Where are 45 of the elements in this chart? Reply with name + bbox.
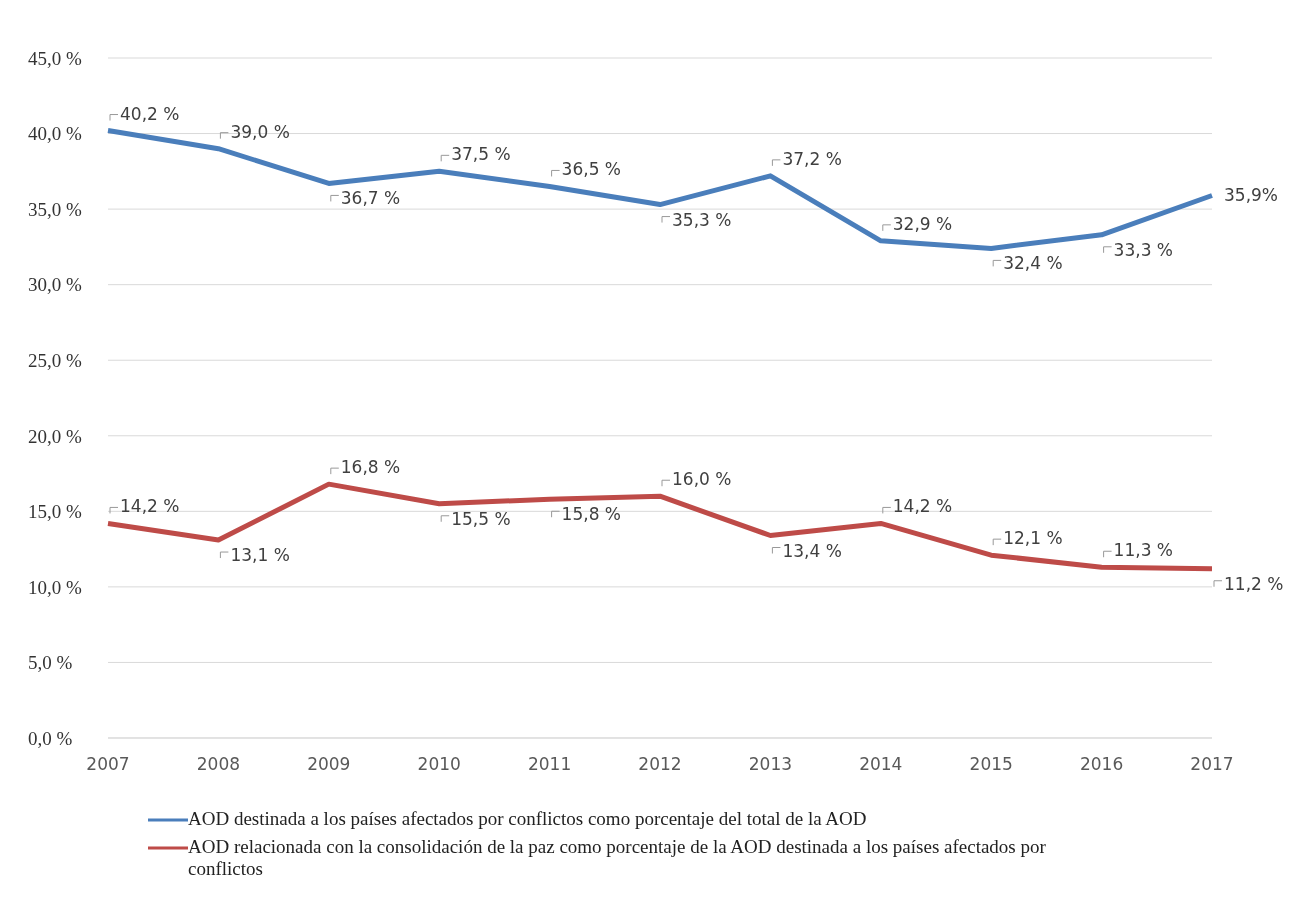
y-tick-label: 40,0 % [28,123,82,145]
y-tick-label: 30,0 % [28,274,82,296]
legend-label: AOD destinada a los países afectados por conflictos como porcentaje del total de la AOD [188,808,867,830]
data-label: 12,1 % [1003,528,1063,549]
x-tick-label: 2015 [969,754,1013,775]
data-label: 15,8 % [561,504,622,525]
data-label: 32,9 % [892,213,953,234]
data-label: 32,4 % [1003,253,1063,274]
x-tick-label: 2011 [527,754,572,775]
y-tick-label: 0,0 % [28,727,73,749]
data-label: 35,3 % [672,209,732,230]
data-label: 37,5 % [451,144,511,165]
data-label: 11,3 % [1113,540,1174,561]
data-label: 40,2 % [120,103,180,124]
data-label: 37,2 % [782,148,842,169]
data-label: 11,2 % [1224,573,1284,594]
x-tick-label: 2007 [86,754,130,775]
x-tick-label: 2016 [1079,754,1124,775]
data-label: 36,5 % [561,159,622,180]
x-tick-label: 2014 [859,754,903,775]
y-tick-label: 35,0 % [28,198,82,220]
x-tick-label: 2017 [1190,754,1234,775]
data-label: 39,0 % [230,121,290,142]
y-tick-label: 15,0 % [28,501,82,523]
data-label: 16,0 % [672,469,732,490]
data-label: 33,3 % [1113,239,1174,260]
x-tick-label: 2008 [196,754,241,775]
y-tick-label: 10,0 % [28,576,82,598]
legend-label: AOD relacionada con la consolidación de la paz como porcentaje de la AOD destinada a los países afectados por conflictos [188,836,1047,880]
y-tick-label: 5,0 % [28,652,73,674]
y-tick-label: 20,0 % [28,425,82,447]
x-tick-label: 2009 [307,754,351,775]
x-tick-label: 2013 [748,754,793,775]
data-label: 14,2 % [892,496,953,517]
x-tick-label: 2012 [638,754,682,775]
y-tick-label: 45,0 % [28,47,82,69]
x-tick-label: 2010 [417,754,461,775]
data-label: 13,1 % [230,545,290,566]
y-tick-label: 25,0 % [28,349,82,371]
data-label: 14,2 % [120,496,180,517]
data-label: 16,8 % [340,457,401,478]
data-label: 36,7 % [340,188,401,209]
data-label: 15,5 % [451,508,511,529]
data-label: 35,9% [1224,184,1279,205]
data-label: 13,4 % [782,540,842,561]
